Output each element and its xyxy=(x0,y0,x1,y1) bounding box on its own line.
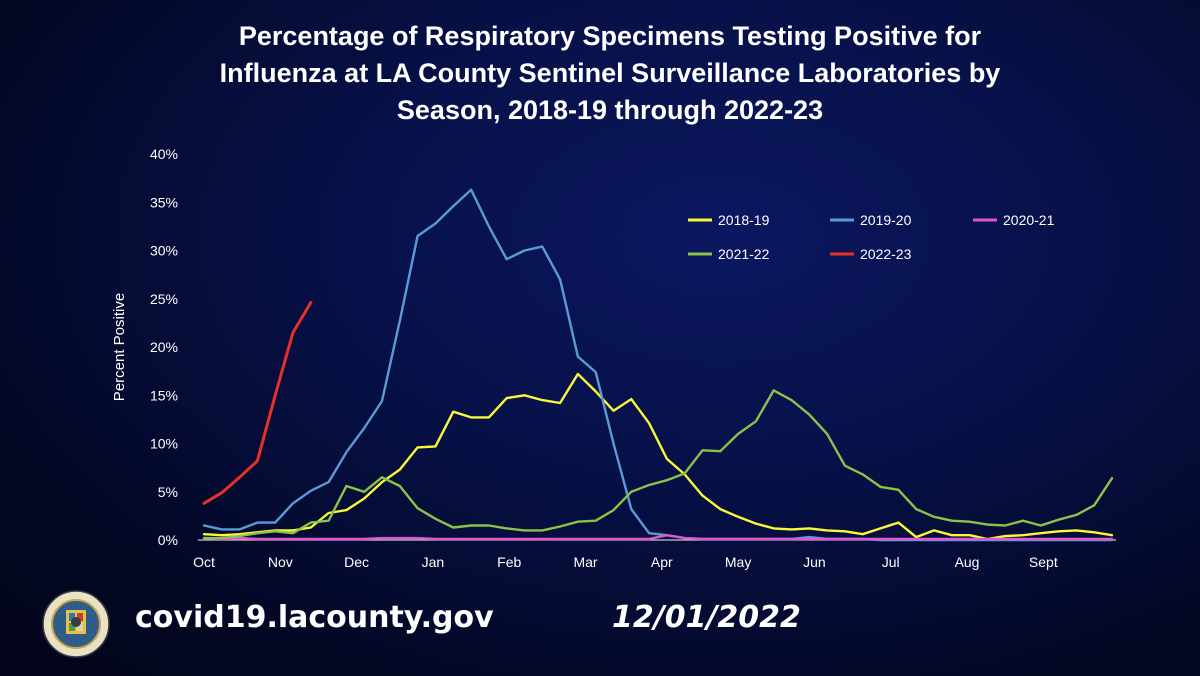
series-line-2020-21 xyxy=(202,534,1114,541)
x-tick-label: Sept xyxy=(1029,554,1058,570)
x-tick-label: Jul xyxy=(882,554,900,570)
chart-title-line-3: Season, 2018-19 through 2022-23 xyxy=(396,95,824,125)
legend-label-2021-22: 2021-22 xyxy=(718,246,770,262)
y-tick-label: 30% xyxy=(150,243,178,259)
legend-label-2020-21: 2020-21 xyxy=(1003,212,1055,228)
y-tick-label: 5% xyxy=(158,484,178,500)
x-tick-label: May xyxy=(725,554,751,570)
x-tick-label: Apr xyxy=(651,554,673,570)
y-tick-label: 35% xyxy=(150,194,178,210)
report-date: 12/01/2022 xyxy=(612,600,801,635)
y-tick-label: 10% xyxy=(150,436,178,452)
chart-title-line-2: Influenza at LA County Sentinel Surveill… xyxy=(219,58,1001,88)
y-axis-title: Percent Positive xyxy=(111,293,128,401)
series-line-2022-23 xyxy=(202,301,313,505)
x-tick-label: Oct xyxy=(193,554,215,570)
line-chart: 0% 5% 10% 15% 20% 25% 30% 35% 40% Percent Positiv… xyxy=(111,146,1116,570)
x-tick-label: Nov xyxy=(268,554,293,570)
x-tick-label: Jun xyxy=(803,554,826,570)
x-tick-label: Jan xyxy=(422,554,445,570)
x-tick-label: Mar xyxy=(573,554,597,570)
website-url: covid19.lacounty.gov xyxy=(135,600,494,635)
chart-title: Percentage of Respiratory Specimens Test… xyxy=(150,18,1070,129)
series-line-2019-20 xyxy=(202,188,1114,542)
la-county-seal-logo xyxy=(42,590,110,658)
x-tick-label: Aug xyxy=(955,554,980,570)
legend-label-2022-23: 2022-23 xyxy=(860,246,912,262)
y-tick-label: 20% xyxy=(150,339,178,355)
x-tick-label: Feb xyxy=(497,554,521,570)
chart-title-line-1: Percentage of Respiratory Specimens Test… xyxy=(238,21,982,51)
legend-label-2019-20: 2019-20 xyxy=(860,212,912,228)
series-line-2018-19 xyxy=(202,372,1114,541)
y-tick-label: 25% xyxy=(150,291,178,307)
y-tick-label: 0% xyxy=(158,532,178,548)
y-tick-label: 15% xyxy=(150,387,178,403)
x-tick-label: Dec xyxy=(344,554,369,570)
y-tick-label: 40% xyxy=(150,146,178,162)
legend-label-2018-19: 2018-19 xyxy=(718,212,770,228)
series-line-2021-22 xyxy=(202,389,1114,540)
